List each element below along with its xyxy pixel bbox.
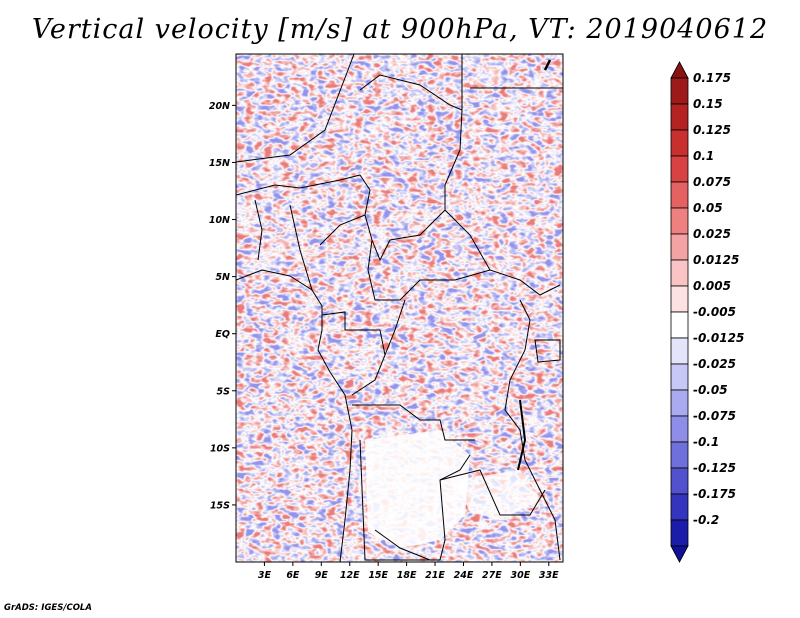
border	[254, 199, 263, 261]
border	[374, 529, 431, 561]
border	[321, 311, 386, 396]
border	[439, 469, 546, 516]
colorbar-swatch	[670, 389, 689, 417]
border	[359, 174, 446, 262]
colorbar-swatch	[670, 337, 689, 365]
colorbar-swatch	[670, 285, 689, 313]
colorbar-label: 0.005	[693, 279, 731, 293]
lat-tick-label: 5S	[217, 386, 231, 397]
colorbar-swatch	[670, 467, 689, 495]
lat-tick-label: 20N	[209, 101, 230, 112]
lon-tick-label: 33E	[539, 570, 559, 581]
lon-tick-label: 6E	[286, 570, 300, 581]
colorbar-label: -0.005	[693, 305, 736, 319]
colorbar-label: 0.1	[693, 149, 714, 163]
lat-tick-label: 10N	[209, 215, 230, 226]
colorbar: 0.175 0.15 0.125 0.1 0.075 0.05 0.025 0.0125 0.0…	[670, 61, 744, 563]
lon-tick-label: 24E	[454, 570, 474, 581]
coastline	[543, 59, 552, 71]
plot-frame	[235, 53, 564, 563]
colorbar-label: -0.125	[693, 461, 736, 475]
colorbar-label: 0.075	[693, 175, 731, 189]
coastline	[236, 269, 353, 562]
near-zero-region	[365, 430, 470, 548]
colorbar-swatch	[670, 129, 689, 157]
lat-tick-label: 10S	[210, 443, 230, 454]
colorbar-label: -0.2	[693, 513, 719, 527]
country-boundaries	[236, 54, 563, 562]
lon-tick-label: 30E	[510, 570, 530, 581]
colorbar-swatch	[670, 207, 689, 235]
colorbar-swatch	[670, 233, 689, 261]
chart-title: Vertical velocity [m/s] at 900hPa, VT: 2…	[31, 14, 769, 45]
lat-tick-label: EQ	[215, 329, 230, 340]
colorbar-label: 0.0125	[693, 253, 739, 267]
lon-tick-label: 15E	[368, 570, 388, 581]
colorbar-swatch	[670, 415, 689, 443]
colorbar-top-arrow	[670, 61, 689, 79]
colorbar-label: -0.1	[693, 435, 719, 449]
border	[236, 174, 361, 196]
border	[359, 439, 471, 561]
grads-credit: GrADS: IGES/COLA	[4, 603, 92, 613]
map-plot-area	[235, 53, 564, 563]
border	[444, 109, 561, 296]
border	[504, 299, 561, 561]
lon-tick-label: 12E	[340, 570, 360, 581]
colorbar-swatch	[670, 77, 689, 105]
colorbar-label: -0.05	[693, 383, 728, 397]
colorbar-bottom-arrow	[670, 545, 689, 563]
lake	[534, 339, 561, 363]
colorbar-label: -0.025	[693, 357, 736, 371]
lake	[517, 399, 527, 471]
border	[289, 204, 313, 291]
colorbar-label: 0.125	[693, 123, 731, 137]
colorbar-label: -0.175	[693, 487, 736, 501]
border	[367, 239, 491, 301]
lat-tick-label: 15N	[209, 158, 230, 169]
colorbar-label: -0.075	[693, 409, 736, 423]
colorbar-label: 0.175	[693, 71, 731, 85]
colorbar-swatch	[670, 155, 689, 183]
colorbar-label: -0.0125	[693, 331, 744, 345]
near-zero-region	[455, 470, 540, 520]
colorbar-swatch	[670, 519, 689, 547]
border	[236, 54, 355, 163]
border	[319, 214, 366, 246]
colorbar-swatch	[670, 103, 689, 131]
border	[352, 404, 475, 441]
colorbar-swatch	[670, 259, 689, 287]
lon-tick-label: 27E	[482, 570, 502, 581]
lat-tick-label: 15S	[210, 500, 230, 511]
lat-tick-label: 5N	[215, 272, 230, 283]
lon-tick-label: 9E	[315, 570, 329, 581]
colorbar-swatch	[670, 441, 689, 469]
colorbar-swatch	[670, 181, 689, 209]
lon-tick-label: 3E	[258, 570, 272, 581]
lon-tick-label: 21E	[425, 570, 445, 581]
longitude-axis: 3E 6E 9E 12E 15E 18E 21E 24E 27E 30E 33E	[258, 562, 559, 581]
lon-tick-label: 18E	[397, 570, 417, 581]
colorbar-label: 0.05	[693, 201, 723, 215]
border	[384, 299, 406, 356]
colorbar-label: 0.025	[693, 227, 731, 241]
latitude-axis: 20N 15N 10N 5N EQ 5S 10S 15S	[209, 101, 236, 511]
colorbar-swatch	[670, 311, 689, 339]
border	[359, 54, 463, 111]
colorbar-label: 0.15	[693, 97, 723, 111]
colorbar-swatch	[670, 493, 689, 521]
colorbar-swatch	[670, 363, 689, 391]
